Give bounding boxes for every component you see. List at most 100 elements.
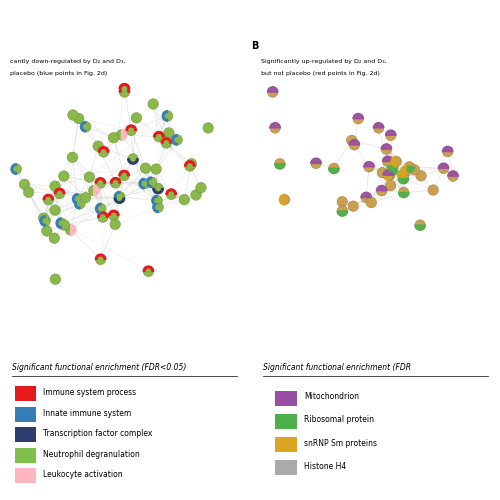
Wedge shape [120, 87, 130, 92]
Wedge shape [381, 144, 392, 149]
FancyBboxPatch shape [275, 460, 296, 475]
Circle shape [337, 196, 347, 207]
Text: cantly down-regulated by D₂ and D₃,: cantly down-regulated by D₂ and D₃, [10, 58, 125, 64]
Wedge shape [40, 216, 46, 226]
Wedge shape [415, 225, 426, 230]
Wedge shape [95, 178, 106, 183]
Circle shape [401, 166, 411, 176]
Circle shape [391, 156, 402, 167]
Circle shape [114, 192, 125, 202]
Circle shape [43, 194, 54, 205]
Circle shape [152, 196, 162, 206]
FancyBboxPatch shape [14, 386, 36, 402]
Wedge shape [384, 170, 390, 180]
Wedge shape [143, 266, 154, 272]
Circle shape [110, 178, 121, 188]
Circle shape [155, 204, 161, 210]
Wedge shape [152, 196, 157, 206]
Circle shape [146, 268, 152, 274]
Circle shape [88, 186, 99, 196]
Circle shape [143, 266, 154, 276]
Wedge shape [122, 130, 126, 140]
Wedge shape [74, 198, 80, 209]
FancyBboxPatch shape [14, 448, 36, 463]
Circle shape [154, 198, 160, 203]
Circle shape [349, 140, 360, 150]
Circle shape [416, 170, 426, 181]
Circle shape [387, 161, 398, 172]
Circle shape [128, 154, 138, 164]
FancyBboxPatch shape [14, 407, 36, 422]
Circle shape [100, 214, 105, 220]
Circle shape [140, 163, 151, 173]
Wedge shape [438, 163, 449, 168]
Circle shape [155, 186, 161, 192]
Wedge shape [387, 166, 398, 172]
Wedge shape [70, 224, 76, 235]
Text: Significant functional enrichment (FDR: Significant functional enrichment (FDR [263, 362, 411, 372]
Circle shape [154, 132, 164, 142]
Circle shape [398, 187, 409, 198]
Circle shape [122, 89, 128, 95]
Circle shape [120, 87, 130, 98]
Circle shape [128, 128, 134, 133]
Wedge shape [280, 194, 284, 205]
FancyBboxPatch shape [14, 428, 36, 442]
Wedge shape [139, 178, 144, 189]
Circle shape [119, 84, 130, 94]
Circle shape [438, 163, 449, 173]
Circle shape [153, 202, 164, 212]
Wedge shape [161, 138, 172, 143]
Circle shape [166, 189, 176, 200]
Wedge shape [72, 194, 78, 204]
Circle shape [448, 171, 458, 181]
Circle shape [46, 197, 52, 202]
Circle shape [164, 113, 170, 119]
Text: but not placebo (red points in Fig. 2d): but not placebo (red points in Fig. 2d) [261, 70, 380, 76]
Circle shape [164, 128, 174, 138]
Circle shape [72, 194, 83, 204]
Circle shape [386, 180, 396, 191]
Circle shape [114, 193, 124, 203]
Circle shape [93, 141, 104, 152]
Circle shape [153, 183, 164, 194]
Circle shape [84, 172, 94, 182]
Circle shape [346, 135, 357, 145]
Circle shape [95, 178, 106, 188]
Circle shape [122, 86, 128, 92]
Wedge shape [172, 134, 177, 145]
Circle shape [96, 254, 106, 264]
Circle shape [442, 146, 453, 157]
Circle shape [404, 162, 414, 172]
Circle shape [280, 194, 290, 205]
Circle shape [20, 179, 30, 190]
Wedge shape [448, 171, 458, 176]
Wedge shape [311, 158, 322, 164]
Circle shape [164, 140, 170, 146]
Wedge shape [353, 114, 364, 119]
Wedge shape [114, 198, 124, 203]
Circle shape [311, 158, 322, 168]
Circle shape [168, 192, 174, 197]
Wedge shape [166, 189, 176, 194]
Text: Leukocyte activation: Leukocyte activation [43, 470, 123, 479]
Wedge shape [398, 192, 409, 198]
Circle shape [381, 144, 392, 154]
Circle shape [54, 188, 65, 199]
Wedge shape [398, 178, 408, 184]
Wedge shape [404, 167, 414, 172]
FancyBboxPatch shape [275, 437, 296, 452]
Circle shape [98, 180, 103, 186]
Circle shape [383, 170, 394, 180]
Circle shape [131, 112, 141, 123]
Circle shape [196, 182, 206, 193]
Circle shape [38, 213, 49, 224]
Circle shape [126, 125, 136, 136]
Circle shape [398, 173, 408, 184]
Circle shape [409, 164, 420, 175]
Circle shape [387, 165, 398, 175]
Wedge shape [119, 84, 130, 89]
Circle shape [328, 163, 339, 173]
Wedge shape [382, 156, 393, 162]
Circle shape [364, 162, 374, 172]
